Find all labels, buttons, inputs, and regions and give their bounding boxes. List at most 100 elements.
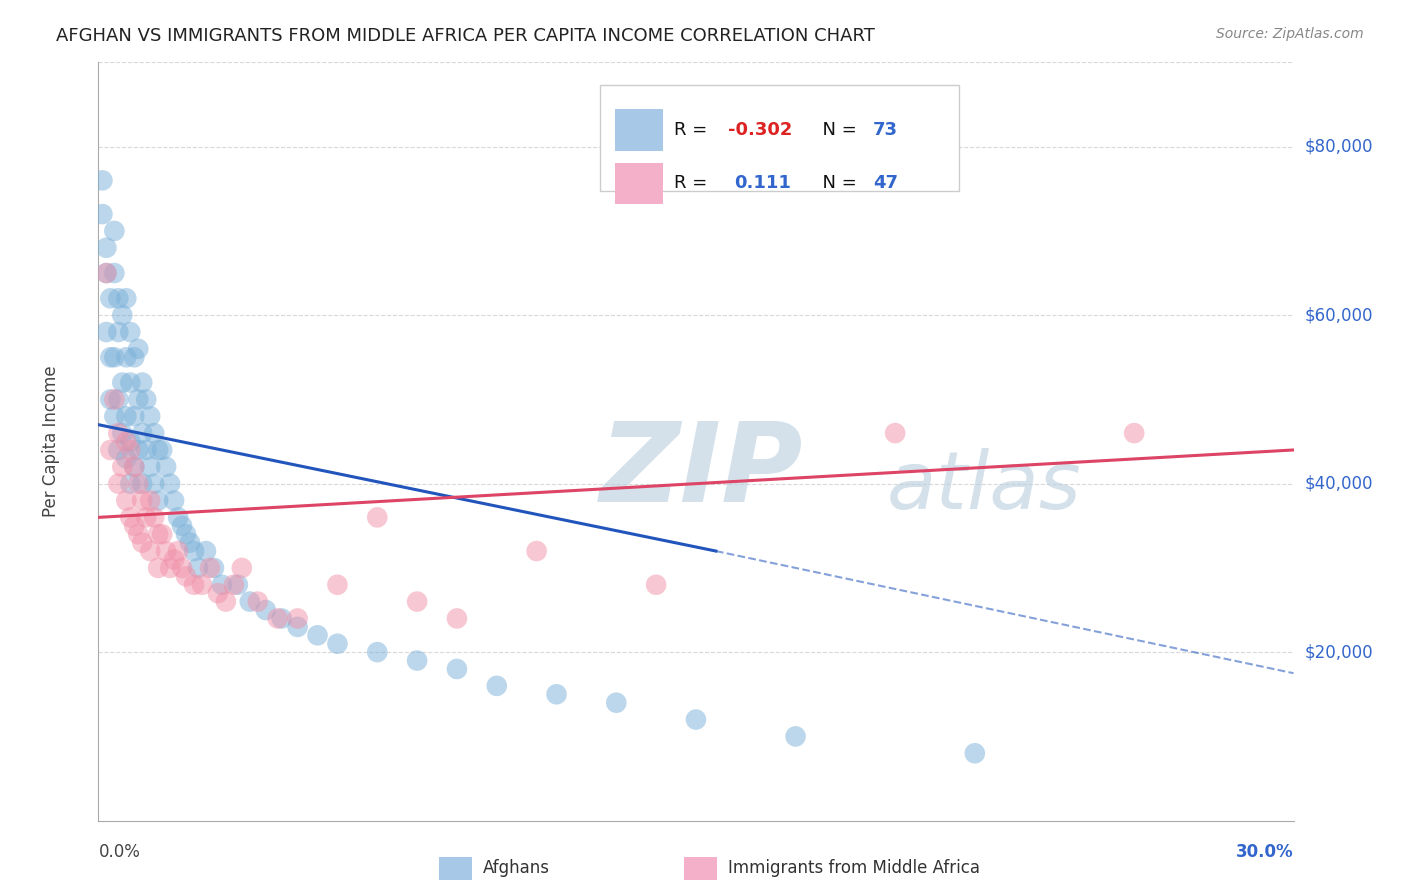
Point [98, 351, 122, 365]
Point [155, 459, 177, 474]
Point [785, 730, 807, 744]
Bar [614, 110, 662, 151]
Point [172, 518, 194, 533]
Point [103, 266, 125, 280]
Point [107, 392, 129, 407]
Point [963, 746, 986, 760]
Point [172, 561, 194, 575]
Point [150, 527, 173, 541]
Text: ZIP: ZIP [600, 418, 804, 525]
Point [115, 351, 138, 365]
Text: Per Capita Income: Per Capita Income [42, 366, 59, 517]
Text: Afghans: Afghans [484, 859, 550, 878]
Point [406, 594, 429, 608]
Point [96, 266, 118, 280]
Text: 0.0%: 0.0% [98, 844, 141, 862]
Point [179, 535, 201, 549]
Point [246, 594, 269, 608]
Point [546, 687, 568, 701]
Point [326, 637, 349, 651]
Point [91, 173, 114, 187]
Point [167, 510, 190, 524]
Point [143, 476, 166, 491]
Point [91, 207, 114, 221]
Point [111, 426, 134, 441]
Point [96, 266, 118, 280]
Point [115, 409, 138, 424]
Point [148, 442, 170, 457]
Point [139, 409, 162, 424]
Text: N =: N = [811, 174, 862, 193]
Text: $80,000: $80,000 [1305, 137, 1374, 156]
Text: $20,000: $20,000 [1305, 643, 1374, 661]
Point [150, 442, 173, 457]
Point [287, 611, 309, 625]
Point [366, 510, 388, 524]
Point [1123, 426, 1146, 441]
Point [159, 476, 181, 491]
Point [115, 291, 138, 305]
Point [163, 552, 186, 566]
Point [239, 594, 262, 608]
Point [111, 376, 134, 390]
Point [111, 459, 134, 474]
Point [127, 392, 149, 407]
Point [139, 493, 162, 508]
Point [127, 476, 149, 491]
Point [183, 544, 205, 558]
Point [605, 696, 627, 710]
Point [148, 527, 170, 541]
Point [127, 442, 149, 457]
Point [195, 544, 218, 558]
Point [174, 527, 197, 541]
Point [191, 578, 214, 592]
Point [98, 392, 122, 407]
Point [131, 376, 153, 390]
Point [127, 342, 149, 356]
Point [103, 392, 125, 407]
Point [174, 569, 197, 583]
Text: 0.111: 0.111 [734, 174, 792, 193]
Point [198, 561, 221, 575]
Text: 30.0%: 30.0% [1236, 844, 1294, 862]
Point [215, 594, 238, 608]
Point [107, 325, 129, 339]
Point [131, 476, 153, 491]
Point [143, 510, 166, 524]
Text: $60,000: $60,000 [1305, 306, 1374, 324]
Point [148, 561, 170, 575]
Point [254, 603, 277, 617]
Point [159, 561, 181, 575]
Bar [685, 857, 717, 880]
Bar [614, 162, 662, 204]
Point [96, 325, 118, 339]
Point [685, 713, 707, 727]
Point [120, 442, 142, 457]
Point [135, 392, 157, 407]
Text: R =: R = [675, 121, 713, 139]
Point [115, 451, 138, 466]
Point [120, 325, 142, 339]
Point [124, 518, 146, 533]
Point [287, 620, 309, 634]
Point [120, 434, 142, 449]
Point [485, 679, 508, 693]
Point [143, 426, 166, 441]
Point [120, 476, 142, 491]
Point [120, 376, 142, 390]
Point [98, 291, 122, 305]
Point [526, 544, 548, 558]
Point [120, 510, 142, 524]
Point [135, 442, 157, 457]
Point [111, 308, 134, 322]
Point [406, 654, 429, 668]
Point [115, 493, 138, 508]
Point [270, 611, 292, 625]
Point [107, 476, 129, 491]
Point [115, 434, 138, 449]
Point [124, 409, 146, 424]
Point [103, 351, 125, 365]
Text: N =: N = [811, 121, 862, 139]
Point [884, 426, 907, 441]
Point [366, 645, 388, 659]
